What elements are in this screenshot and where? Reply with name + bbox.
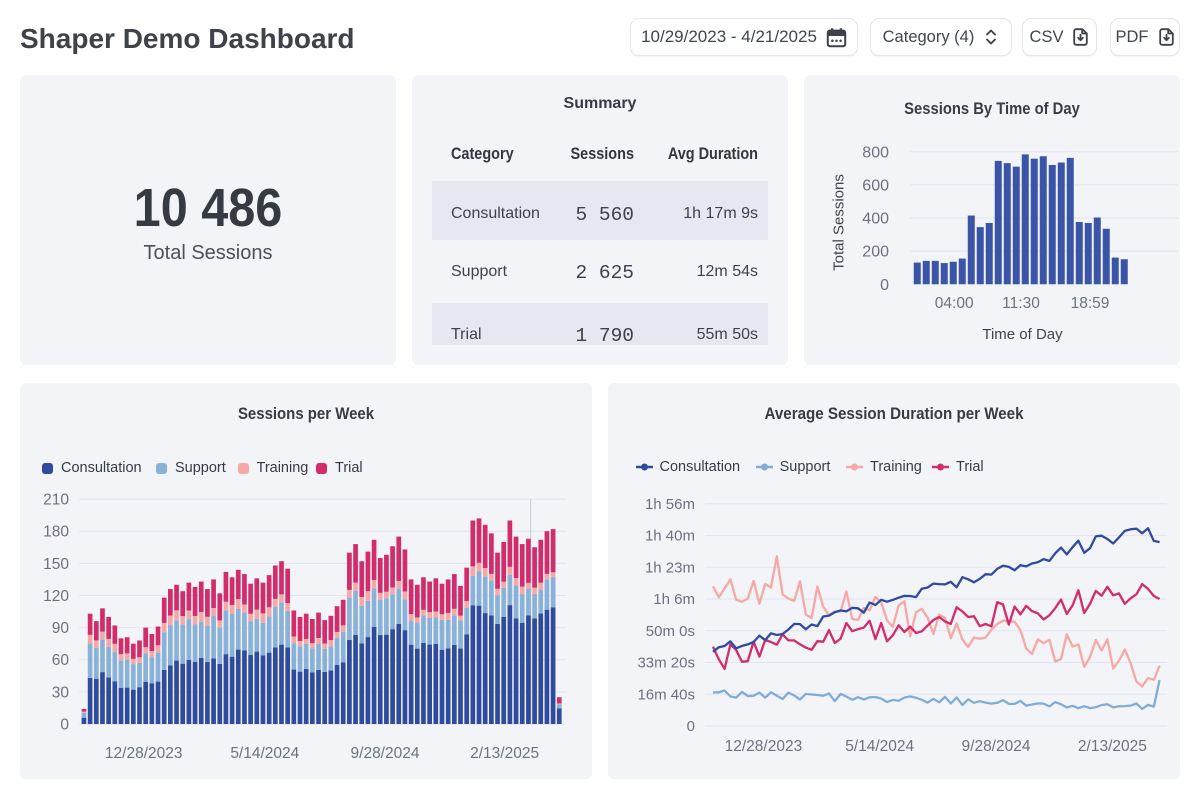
svg-text:150: 150 <box>43 556 69 573</box>
svg-text:12/28/2023: 12/28/2023 <box>105 745 183 762</box>
svg-text:9/28/2024: 9/28/2024 <box>962 738 1031 755</box>
svg-text:1h 40m: 1h 40m <box>645 528 695 545</box>
svg-text:400: 400 <box>862 211 889 228</box>
svg-text:2/13/2025: 2/13/2025 <box>1078 738 1147 755</box>
svg-text:200: 200 <box>862 244 889 261</box>
svg-text:600: 600 <box>862 177 889 194</box>
svg-text:5/14/2024: 5/14/2024 <box>230 745 299 762</box>
svg-text:180: 180 <box>43 524 69 541</box>
svg-text:60: 60 <box>52 652 70 669</box>
svg-text:1h 56m: 1h 56m <box>645 496 695 513</box>
svg-text:04:00: 04:00 <box>935 295 974 312</box>
svg-text:1h 6m: 1h 6m <box>653 591 695 608</box>
svg-text:50m 0s: 50m 0s <box>646 623 695 640</box>
svg-text:210: 210 <box>43 492 69 509</box>
svg-text:0: 0 <box>687 718 695 735</box>
svg-text:11:30: 11:30 <box>1002 295 1040 312</box>
svg-text:33m 20s: 33m 20s <box>637 655 695 672</box>
svg-text:16m 40s: 16m 40s <box>637 686 695 703</box>
svg-text:90: 90 <box>52 620 70 637</box>
svg-text:12/28/2023: 12/28/2023 <box>725 738 803 755</box>
svg-text:0: 0 <box>880 277 889 294</box>
svg-text:30: 30 <box>52 684 70 701</box>
svg-text:2/13/2025: 2/13/2025 <box>470 745 539 762</box>
svg-text:1h 23m: 1h 23m <box>645 559 695 576</box>
svg-text:120: 120 <box>43 588 69 605</box>
svg-text:18:59: 18:59 <box>1071 295 1110 312</box>
svg-text:5/14/2024: 5/14/2024 <box>845 738 914 755</box>
svg-text:9/28/2024: 9/28/2024 <box>351 745 420 762</box>
svg-text:800: 800 <box>862 144 889 161</box>
svg-text:0: 0 <box>60 717 69 734</box>
